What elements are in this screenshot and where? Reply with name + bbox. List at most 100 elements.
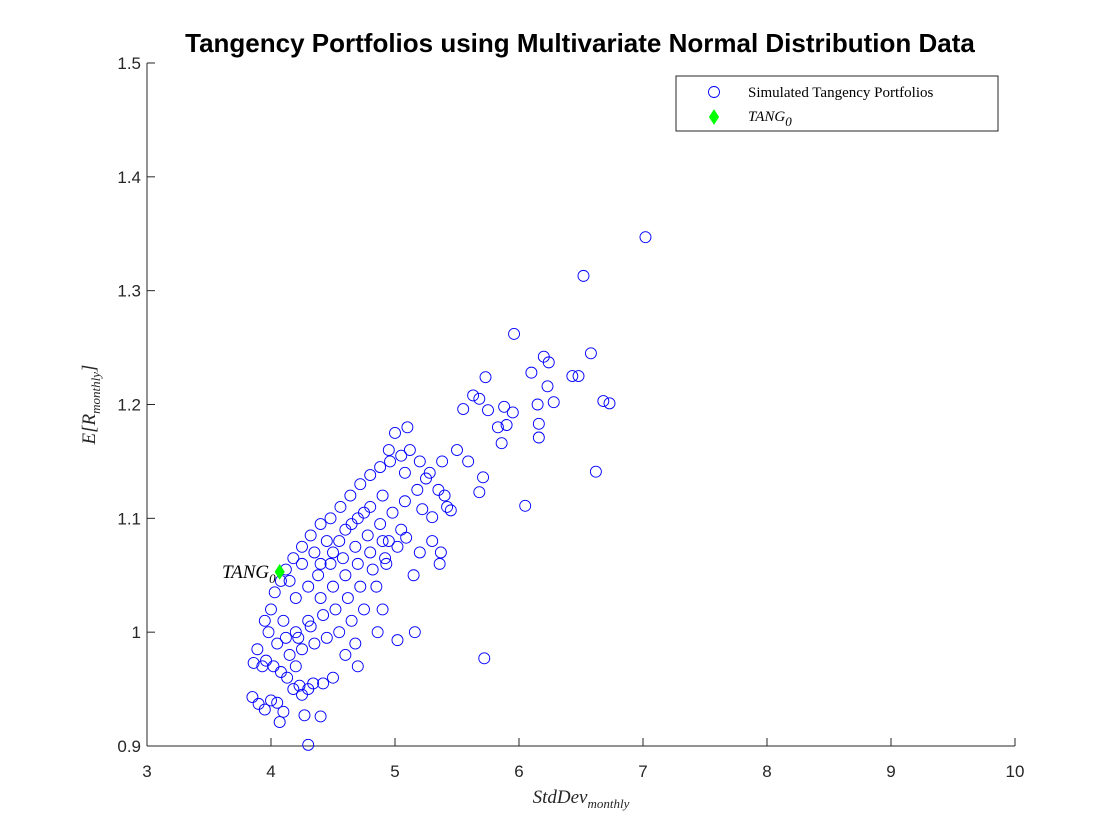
data-point bbox=[395, 523, 408, 536]
data-point bbox=[277, 614, 290, 627]
legend-label-simulated: Simulated Tangency Portfolios bbox=[748, 85, 933, 101]
data-point bbox=[304, 529, 317, 542]
data-point bbox=[260, 654, 272, 667]
data-point bbox=[525, 366, 538, 379]
data-point bbox=[391, 634, 404, 647]
data-point bbox=[473, 486, 486, 499]
data-point bbox=[364, 546, 377, 559]
data-point bbox=[386, 506, 399, 519]
data-point bbox=[345, 614, 358, 627]
data-point bbox=[267, 660, 280, 673]
data-point bbox=[380, 557, 393, 570]
data-point bbox=[251, 643, 264, 656]
data-point bbox=[438, 489, 451, 502]
y-axis-label: E[Rmonthly] bbox=[79, 365, 103, 446]
data-point bbox=[277, 705, 290, 718]
data-point bbox=[333, 626, 346, 639]
data-point bbox=[436, 455, 449, 468]
y-tick-label: 1 bbox=[132, 623, 141, 642]
data-point bbox=[296, 643, 308, 656]
data-point bbox=[542, 356, 555, 369]
data-point bbox=[296, 688, 308, 701]
tang0-annotation: TANG0 bbox=[222, 562, 276, 586]
data-point bbox=[258, 614, 271, 627]
data-point bbox=[345, 518, 358, 530]
x-tick-label: 10 bbox=[1006, 762, 1025, 781]
data-point bbox=[351, 660, 364, 673]
data-point bbox=[444, 504, 457, 517]
y-tick-label: 1.5 bbox=[117, 54, 141, 73]
data-point bbox=[491, 421, 504, 434]
data-point bbox=[339, 523, 352, 536]
x-axis-label: StdDevmonthly bbox=[533, 787, 630, 811]
data-point bbox=[298, 709, 311, 722]
data-point bbox=[451, 444, 463, 456]
data-point bbox=[358, 506, 370, 519]
data-point bbox=[292, 631, 305, 644]
data-point bbox=[434, 546, 447, 559]
data-point bbox=[296, 557, 308, 570]
y-tick-label: 1.3 bbox=[117, 282, 141, 301]
x-tick-label: 5 bbox=[390, 762, 399, 781]
x-tick-label: 7 bbox=[638, 762, 647, 781]
data-point bbox=[289, 626, 302, 639]
y-tick-label: 1.1 bbox=[117, 509, 141, 528]
legend-label-tang0: TANG0 bbox=[748, 109, 792, 129]
data-point bbox=[382, 444, 395, 456]
data-point bbox=[302, 580, 315, 593]
data-point bbox=[327, 671, 339, 684]
tang0-marker bbox=[274, 563, 285, 580]
data-point bbox=[293, 679, 306, 692]
data-point bbox=[426, 511, 439, 524]
data-point bbox=[336, 552, 349, 565]
y-tick-label: 0.9 bbox=[117, 737, 141, 756]
data-point bbox=[354, 478, 367, 491]
data-point bbox=[479, 371, 492, 384]
data-point bbox=[547, 396, 560, 409]
data-markers bbox=[246, 119, 928, 751]
data-point bbox=[268, 586, 281, 599]
data-point bbox=[296, 540, 308, 553]
legend: Simulated Tangency Portfolios TANG0 bbox=[675, 75, 999, 132]
data-point bbox=[273, 716, 286, 729]
data-point bbox=[597, 395, 610, 408]
data-point bbox=[477, 471, 489, 484]
axes: 3 4 5 6 7 8 9 10 0.9 1 1.1 1.2 1.3 1.4 1.5 StdDevmonthl… bbox=[79, 54, 1024, 811]
x-tick-label: 4 bbox=[266, 762, 275, 781]
data-point bbox=[354, 580, 367, 593]
data-point bbox=[320, 535, 333, 548]
data-point bbox=[532, 417, 545, 430]
data-point bbox=[246, 691, 259, 704]
data-point bbox=[376, 535, 389, 548]
data-point bbox=[589, 465, 602, 478]
data-point bbox=[256, 660, 269, 673]
chart-title: Tangency Portfolios using Multivariate N… bbox=[185, 28, 975, 58]
data-point bbox=[317, 609, 330, 622]
data-point bbox=[279, 631, 292, 644]
data-point bbox=[379, 552, 392, 565]
data-point bbox=[500, 419, 513, 431]
data-point bbox=[441, 501, 454, 513]
data-point bbox=[349, 637, 362, 650]
data-point bbox=[519, 499, 532, 512]
data-point bbox=[603, 397, 616, 410]
y-tick-label: 1.4 bbox=[117, 168, 141, 187]
data-point bbox=[433, 557, 446, 570]
data-point bbox=[339, 648, 352, 661]
data-point bbox=[408, 626, 421, 639]
data-point bbox=[370, 580, 383, 593]
data-point bbox=[274, 666, 287, 678]
data-point bbox=[577, 269, 590, 282]
data-point bbox=[411, 483, 424, 496]
data-point bbox=[265, 694, 277, 707]
data-point bbox=[478, 652, 491, 665]
data-point bbox=[287, 683, 300, 696]
data-point bbox=[371, 626, 384, 639]
data-point bbox=[366, 563, 379, 576]
data-point bbox=[391, 540, 404, 553]
data-point bbox=[289, 592, 302, 604]
data-point bbox=[462, 455, 475, 468]
legend-box bbox=[675, 75, 999, 132]
data-point bbox=[341, 592, 354, 604]
